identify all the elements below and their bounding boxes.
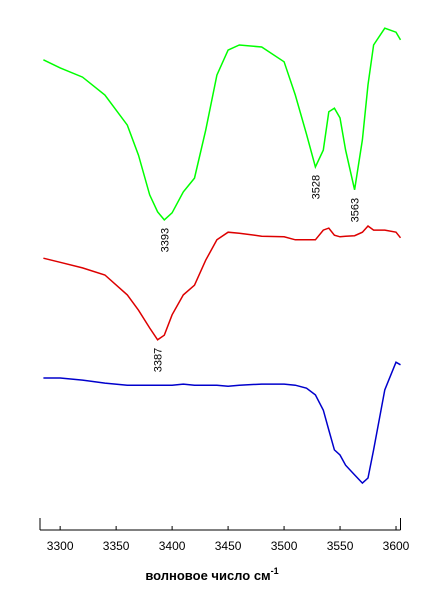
peak-label: 3528 bbox=[310, 175, 322, 199]
spectrum-line bbox=[43, 224, 402, 341]
x-tick-label: 3400 bbox=[159, 539, 186, 553]
x-axis-label: волновое число см-1 bbox=[145, 566, 278, 583]
x-tick-label: 3300 bbox=[47, 539, 74, 553]
peak-label: 3393 bbox=[159, 228, 171, 252]
x-tick-label: 3450 bbox=[215, 539, 242, 553]
spectrum-line bbox=[43, 361, 401, 485]
peak-label: 3387 bbox=[153, 348, 165, 372]
x-label-text: волновое число см bbox=[145, 568, 270, 583]
x-tick-label: 3550 bbox=[327, 539, 354, 553]
x-tick-label: 3600 bbox=[383, 539, 410, 553]
x-tick-label: 3500 bbox=[271, 539, 298, 553]
x-tick-label: 3350 bbox=[103, 539, 130, 553]
spectrum-line bbox=[43, 27, 402, 221]
x-label-superscript: -1 bbox=[271, 566, 279, 576]
peak-label: 3563 bbox=[350, 198, 362, 222]
